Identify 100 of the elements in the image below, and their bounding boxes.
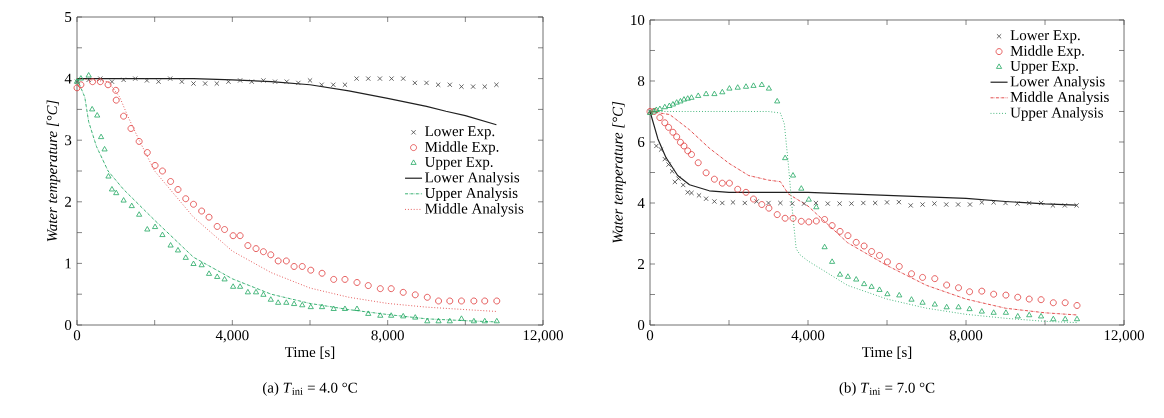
point xyxy=(908,296,915,302)
point xyxy=(319,82,325,88)
point xyxy=(781,214,789,222)
point xyxy=(120,112,128,120)
point xyxy=(412,314,419,320)
point xyxy=(990,290,998,298)
point xyxy=(182,254,189,260)
point xyxy=(742,200,748,206)
point xyxy=(387,285,395,293)
legend-label: Lower Analysis xyxy=(1010,75,1105,90)
point xyxy=(990,309,997,315)
point xyxy=(190,260,197,266)
point xyxy=(848,201,854,207)
point xyxy=(688,94,695,100)
point xyxy=(108,186,115,192)
point xyxy=(829,258,836,264)
point xyxy=(789,214,797,222)
point xyxy=(991,199,997,205)
y-tick-label: 2 xyxy=(65,196,71,207)
point xyxy=(1014,313,1021,319)
point xyxy=(112,86,120,94)
point xyxy=(836,227,844,235)
point xyxy=(661,103,668,110)
point xyxy=(919,274,926,281)
point xyxy=(299,301,306,308)
point xyxy=(684,147,692,155)
point xyxy=(703,196,709,202)
point xyxy=(821,216,829,223)
point xyxy=(174,186,182,193)
legend-label: Middle Exp. xyxy=(425,141,499,155)
point xyxy=(446,317,453,324)
point xyxy=(750,82,757,88)
legend-label: Upper Exp. xyxy=(424,156,493,170)
point xyxy=(1014,201,1020,207)
point xyxy=(943,202,949,208)
point xyxy=(805,218,813,226)
point xyxy=(852,238,860,246)
point xyxy=(399,288,407,296)
point xyxy=(435,82,441,88)
point xyxy=(435,317,442,324)
point xyxy=(931,275,939,283)
point xyxy=(113,189,120,196)
point xyxy=(979,199,985,205)
point xyxy=(844,232,852,240)
point xyxy=(342,82,348,88)
point xyxy=(711,198,717,204)
legend-label: Upper Analysis xyxy=(1010,107,1103,121)
point xyxy=(159,231,166,237)
point xyxy=(695,92,702,98)
point xyxy=(307,303,314,310)
point xyxy=(244,242,252,249)
point xyxy=(458,297,465,305)
legend-label: Lower Exp. xyxy=(1010,30,1080,44)
point xyxy=(966,305,973,312)
point xyxy=(669,168,675,174)
point xyxy=(860,242,868,250)
point xyxy=(447,82,453,88)
point xyxy=(319,303,326,310)
point xyxy=(1037,296,1045,304)
point xyxy=(353,279,361,286)
x-tick-label: 12,000 xyxy=(1104,330,1144,343)
point xyxy=(221,276,228,282)
point xyxy=(861,280,868,287)
point xyxy=(354,76,360,82)
point xyxy=(703,90,710,97)
point xyxy=(813,203,820,210)
point xyxy=(675,176,681,182)
point xyxy=(213,223,221,230)
point xyxy=(252,245,260,253)
point xyxy=(801,201,807,207)
point xyxy=(1062,315,1069,322)
point xyxy=(435,297,442,305)
point xyxy=(765,85,772,91)
point xyxy=(174,247,181,253)
point xyxy=(656,105,663,111)
y-axis-title: Water temperature [°C] xyxy=(46,100,61,242)
point xyxy=(1074,315,1081,322)
point xyxy=(782,154,789,161)
point xyxy=(230,283,237,289)
point xyxy=(931,201,937,207)
x-axis-title: Time [s] xyxy=(862,346,912,359)
text: (a) T$_{ini}$ = 4.0 °C xyxy=(263,382,357,396)
point xyxy=(789,201,795,207)
point xyxy=(685,189,691,195)
point xyxy=(143,149,151,156)
x-tick-label: 0 xyxy=(646,330,654,341)
point xyxy=(77,75,84,81)
legend-label: Middle Analysis xyxy=(425,203,524,217)
point xyxy=(182,195,190,203)
point xyxy=(229,232,237,240)
point xyxy=(267,296,274,302)
point xyxy=(101,146,108,152)
x-axis-title: Time [s] xyxy=(285,346,335,359)
point xyxy=(919,299,926,305)
point xyxy=(423,80,430,86)
point xyxy=(884,258,891,266)
point xyxy=(470,317,477,324)
point xyxy=(669,128,677,136)
point xyxy=(377,312,384,318)
point xyxy=(330,82,336,88)
